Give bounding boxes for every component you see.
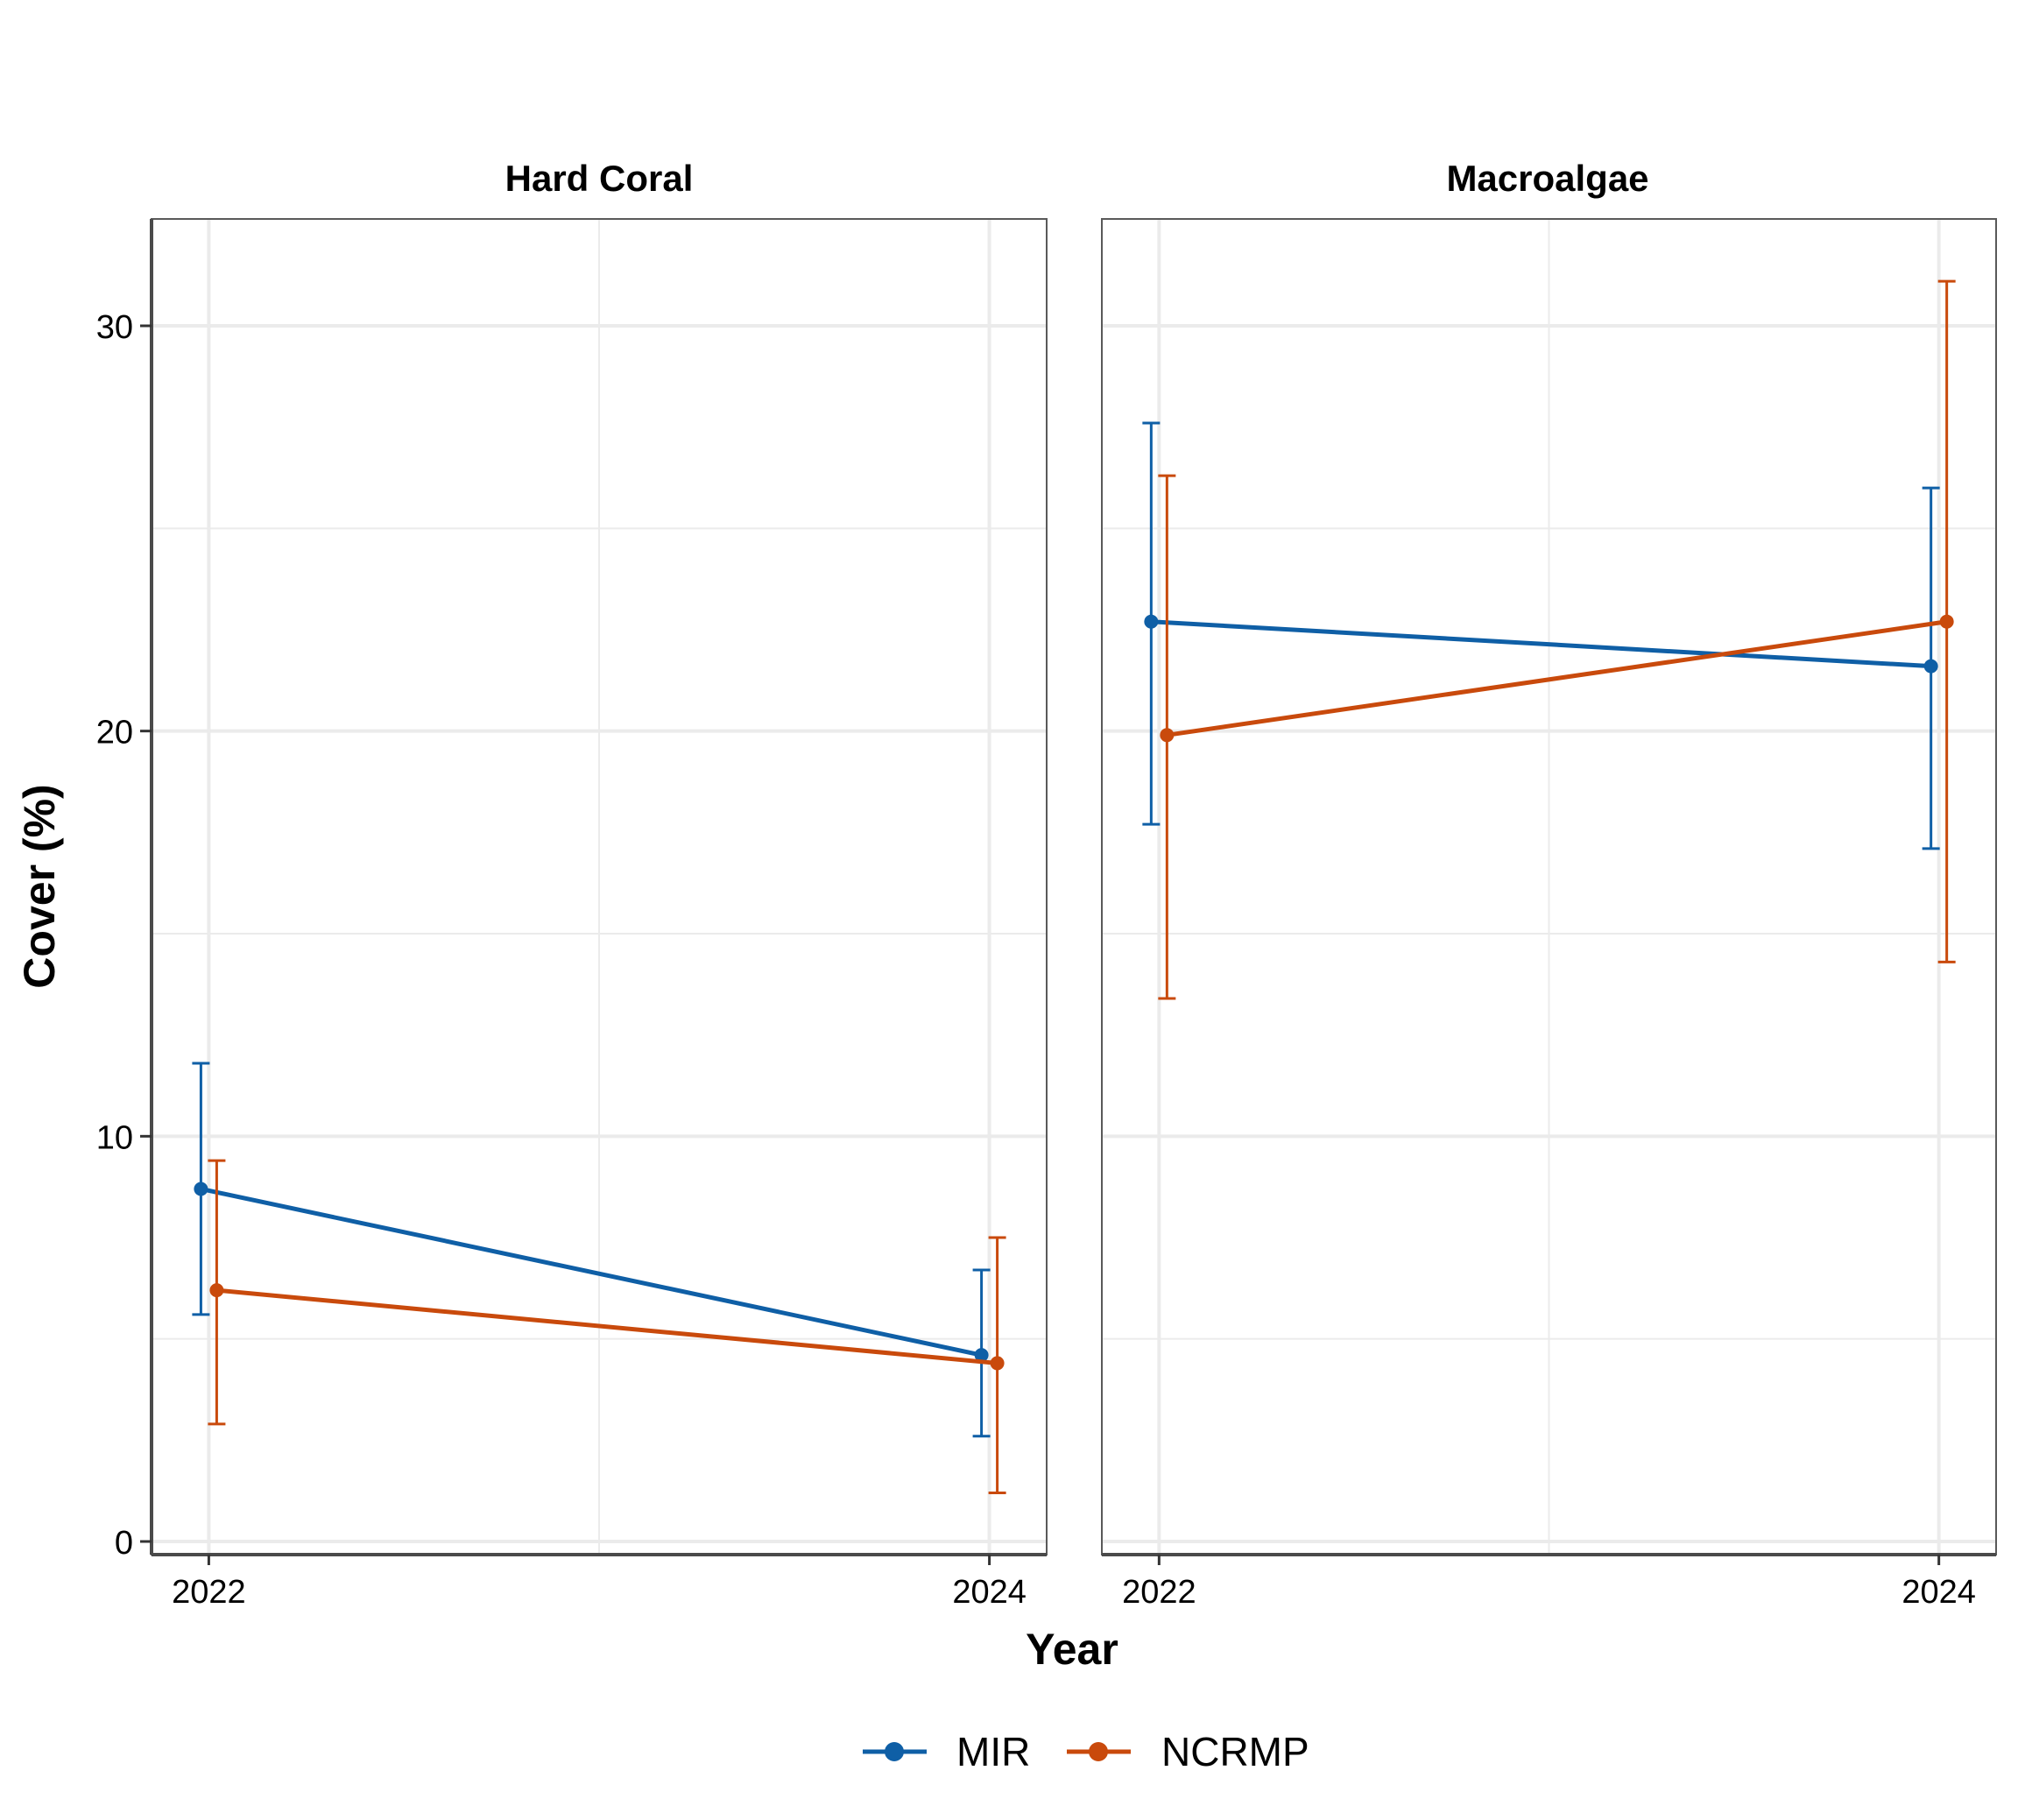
y-tick-label-0: 0 bbox=[115, 1525, 133, 1562]
series-line-ncrmp-macroalgae bbox=[1166, 619, 1948, 737]
data-point-mir-hard-coral-2022 bbox=[194, 1182, 208, 1196]
legend-label-mir: MIR bbox=[956, 1729, 1030, 1774]
y-axis-title: Cover (%) bbox=[15, 784, 64, 988]
data-point-mir-macroalgae-2022 bbox=[1144, 614, 1159, 629]
x-tick-label-macroalgae-2022: 2022 bbox=[1122, 1574, 1196, 1611]
series-line-mir-macroalgae bbox=[1151, 619, 1931, 669]
data-point-mir-macroalgae-2024 bbox=[1923, 659, 1938, 674]
series-line-ncrmp-hard-coral bbox=[216, 1287, 998, 1365]
x-tick-label-macroalgae-2024: 2024 bbox=[1902, 1574, 1976, 1611]
legend-label-ncrmp: NCRMP bbox=[1161, 1729, 1309, 1774]
y-axis-ticks: 0 10 20 30 bbox=[96, 309, 152, 1562]
x-tick-label-hard-coral-2022: 2022 bbox=[172, 1574, 246, 1611]
data-point-ncrmp-hard-coral-2022 bbox=[209, 1283, 224, 1298]
y-tick-label-30: 30 bbox=[96, 309, 133, 346]
panel-macroalgae bbox=[1101, 218, 1997, 1556]
data-point-ncrmp-macroalgae-2024 bbox=[1939, 614, 1954, 629]
x-axis-ticks: 2022 2024 2022 2024 bbox=[172, 1555, 1976, 1611]
legend-swatch-ncrmp-point bbox=[1089, 1742, 1108, 1761]
y-tick-label-10: 10 bbox=[96, 1119, 133, 1156]
y-tick-label-20: 20 bbox=[96, 715, 133, 751]
legend-swatch-mir-point bbox=[885, 1742, 904, 1761]
x-axis-title: Year bbox=[1026, 1625, 1118, 1674]
x-tick-label-hard-coral-2024: 2024 bbox=[952, 1574, 1027, 1611]
data-point-ncrmp-macroalgae-2022 bbox=[1160, 728, 1175, 743]
facet-title-macroalgae: Macroalgae bbox=[1446, 158, 1648, 199]
series-line-mir-hard-coral bbox=[200, 1187, 983, 1358]
legend: MIR NCRMP bbox=[863, 1729, 1309, 1774]
panel-hard-coral bbox=[150, 218, 1048, 1556]
facet-title-hard-coral: Hard Coral bbox=[505, 158, 694, 199]
data-point-ncrmp-hard-coral-2024 bbox=[990, 1356, 1005, 1371]
data-point-mir-hard-coral-2024 bbox=[974, 1348, 989, 1363]
